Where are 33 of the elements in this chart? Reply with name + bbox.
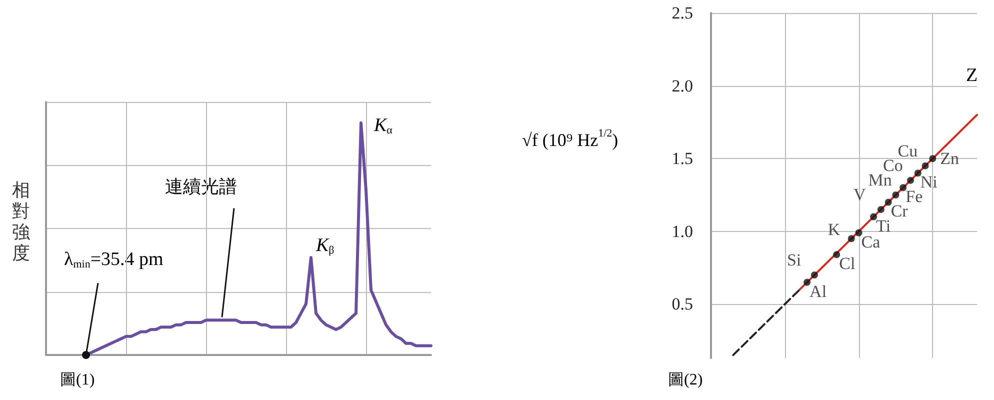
annotation: Z [966, 65, 978, 86]
data-label: Cl [839, 254, 856, 274]
point [833, 251, 840, 258]
y-tick-label: 1.5 [672, 149, 693, 168]
text: 圖(2) [668, 372, 703, 388]
point [848, 235, 855, 242]
data-label: K [828, 220, 841, 240]
point [804, 278, 811, 286]
data-label: Zn [940, 149, 960, 168]
point [870, 213, 878, 220]
point [922, 162, 929, 170]
point [900, 184, 907, 192]
y-tick-label: 2.0 [672, 76, 693, 96]
point [877, 206, 884, 214]
y-tick-label: 2.5 [672, 4, 693, 22]
point [914, 170, 922, 177]
text: 圖(1) [60, 372, 95, 388]
y-tick-label: 1.0 [672, 222, 693, 241]
point [907, 176, 914, 184]
data-label: Si [786, 250, 802, 270]
point [929, 155, 936, 162]
line-series [732, 288, 801, 356]
data-label: V [853, 185, 866, 204]
point [884, 198, 892, 206]
y-axis-title: 相對強度 [12, 180, 30, 264]
y-tick-label: 0.5 [672, 294, 693, 314]
data-label: Cr [890, 202, 908, 221]
data-label: Al [810, 282, 827, 301]
data-label: Fe [906, 187, 923, 206]
point [892, 191, 900, 198]
data-label: Ni [920, 172, 938, 192]
point [855, 229, 862, 236]
point [810, 272, 818, 279]
